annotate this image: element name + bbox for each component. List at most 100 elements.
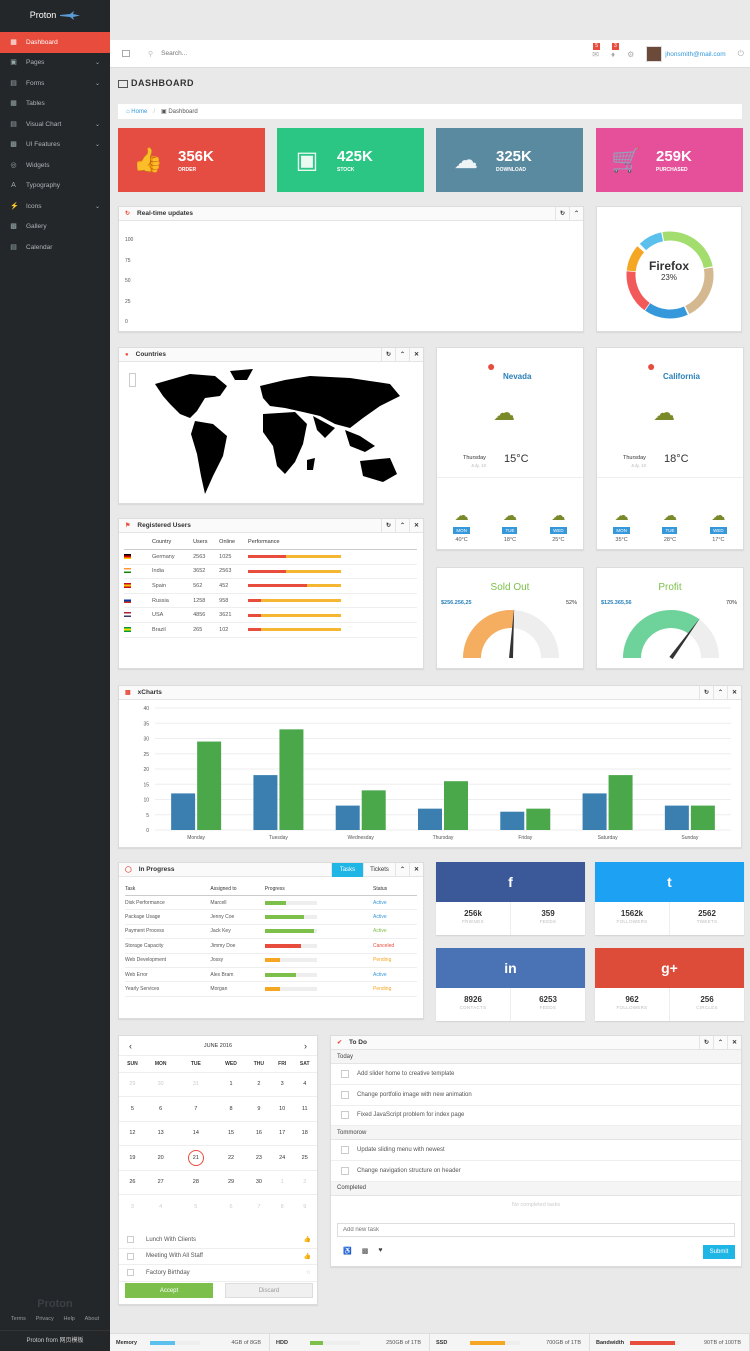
calendar-today[interactable]: 21: [175, 1145, 217, 1170]
sidebar-item-pages[interactable]: ▣ Pages ⌄: [0, 53, 110, 74]
bar-sunday-series-1[interactable]: [664, 805, 689, 830]
calendar-day[interactable]: 1: [216, 1071, 246, 1097]
calendar-day[interactable]: 17: [271, 1120, 293, 1146]
calendar-day[interactable]: 19: [119, 1145, 146, 1170]
search-input[interactable]: [161, 50, 262, 57]
tab-tickets[interactable]: Tickets: [363, 862, 395, 877]
calendar-day[interactable]: 23: [245, 1145, 272, 1170]
calendar-day[interactable]: 29: [216, 1169, 246, 1195]
sidebar-item-tables[interactable]: ▦ Tables: [0, 94, 110, 115]
calendar-day[interactable]: 27: [145, 1169, 176, 1195]
todo-checkbox[interactable]: [341, 1167, 349, 1176]
accept-button[interactable]: Accept: [125, 1283, 213, 1298]
grid-menu-icon[interactable]: [122, 50, 130, 57]
calendar-day[interactable]: 2: [245, 1071, 272, 1097]
star-icon[interactable]: ☆: [305, 1270, 311, 1277]
bell-icon[interactable]: ♦ 3: [610, 42, 619, 59]
calendar-day[interactable]: 20: [145, 1145, 176, 1170]
footer-link-privacy[interactable]: Privacy: [35, 1316, 54, 1322]
calendar-day[interactable]: 15: [216, 1120, 246, 1146]
bar-wednesday-series-2[interactable]: [361, 790, 386, 830]
prev-month-button[interactable]: ‹: [129, 1040, 132, 1051]
reload-button[interactable]: ↻: [699, 1035, 713, 1050]
brand[interactable]: Proton: [0, 0, 110, 30]
sidebar-item-icons[interactable]: ⚡ Icons ⌄: [0, 196, 110, 217]
reload-button[interactable]: ↻: [381, 347, 395, 362]
footer-link-help[interactable]: Help: [63, 1316, 75, 1322]
close-button[interactable]: ✕: [409, 862, 423, 877]
calendar-day[interactable]: 22: [216, 1145, 246, 1170]
thumbs-up-icon[interactable]: 👍: [303, 1237, 311, 1244]
calendar-day[interactable]: 7: [175, 1096, 217, 1121]
settings-icon[interactable]: ⚙: [627, 49, 635, 59]
tab-tasks[interactable]: Tasks: [331, 862, 363, 877]
calendar-day[interactable]: 3: [119, 1194, 146, 1219]
world-map[interactable]: [135, 366, 415, 498]
heart-icon[interactable]: ♥: [378, 1247, 383, 1254]
calendar-day[interactable]: 6: [216, 1194, 246, 1219]
bar-friday-series-2[interactable]: [526, 808, 551, 830]
calendar-day[interactable]: 25: [292, 1145, 317, 1170]
social-twitter[interactable]: t 1562k FOLLOWERS 2562 TWEETS: [595, 862, 744, 935]
bar-tuesday-series-2[interactable]: [279, 729, 304, 830]
calendar-day[interactable]: 4: [145, 1194, 176, 1219]
bar-tuesday-series-1[interactable]: [253, 775, 278, 830]
discard-button[interactable]: Discard: [225, 1283, 313, 1298]
reload-button[interactable]: ↻: [555, 206, 569, 221]
sidebar-item-visual-chart[interactable]: ▤ Visual Chart ⌄: [0, 114, 110, 135]
close-button[interactable]: ✕: [727, 685, 741, 700]
reload-button[interactable]: ↻: [381, 518, 395, 533]
calendar-day[interactable]: 5: [119, 1096, 146, 1121]
calendar-day[interactable]: 29: [119, 1071, 146, 1097]
user-menu[interactable]: jhonsmith@mail.com: [646, 46, 726, 62]
calendar-day[interactable]: 9: [292, 1194, 317, 1219]
calendar-day[interactable]: 30: [245, 1169, 272, 1195]
event-item[interactable]: Meeting With All Staff 👍: [119, 1249, 317, 1265]
calendar-day[interactable]: 7: [245, 1194, 272, 1219]
sidebar-item-typography[interactable]: A Typography: [0, 176, 110, 197]
stat-card-download[interactable]: ☁ 325K DOWNLOAD: [436, 128, 583, 192]
calendar-day[interactable]: 30: [145, 1071, 176, 1097]
bar-sunday-series-2[interactable]: [690, 805, 715, 830]
collapse-button[interactable]: ⌃: [395, 347, 409, 362]
footer-link-about[interactable]: About: [84, 1316, 100, 1322]
power-icon[interactable]: ⏻: [737, 49, 744, 58]
footer-link-terms[interactable]: Terms: [10, 1316, 26, 1322]
todo-item[interactable]: Update sliding menu with newest: [331, 1140, 741, 1162]
calendar-day[interactable]: 8: [271, 1194, 293, 1219]
event-item[interactable]: Factory Birthday ☆: [119, 1265, 317, 1282]
bar-friday-series-1[interactable]: [500, 811, 525, 830]
social-google-plus[interactable]: g+ 962 FOLLOWERS 256 CIRCLES: [595, 948, 744, 1021]
calendar-day[interactable]: 28: [175, 1169, 217, 1195]
bar-monday-series-1[interactable]: [171, 793, 196, 830]
social-facebook[interactable]: f 256k FRIENDS 359 FEEDS: [436, 862, 585, 935]
sidebar-item-ui-features[interactable]: ▩ UI Features ⌄: [0, 135, 110, 156]
sidebar-item-gallery[interactable]: ▩ Gallery: [0, 217, 110, 238]
event-checkbox[interactable]: [127, 1252, 134, 1260]
collapse-button[interactable]: ⌃: [569, 206, 583, 221]
todo-checkbox[interactable]: [341, 1069, 349, 1078]
close-button[interactable]: ✕: [727, 1035, 741, 1050]
bar-thursday-series-2[interactable]: [444, 781, 468, 830]
accessibility-icon[interactable]: ♿: [343, 1248, 352, 1255]
sidebar-item-widgets[interactable]: ◎ Widgets: [0, 155, 110, 176]
next-month-button[interactable]: ›: [303, 1040, 307, 1051]
todo-checkbox[interactable]: [341, 1146, 349, 1155]
bar-saturday-series-1[interactable]: [582, 793, 607, 830]
calendar-day[interactable]: 24: [271, 1145, 293, 1170]
sidebar-item-calendar[interactable]: ▤ Calendar: [0, 237, 110, 258]
calendar-day[interactable]: 3: [271, 1071, 293, 1097]
stat-card-order[interactable]: 👍 356K ORDER: [118, 128, 265, 192]
todo-item[interactable]: Change portfolio image with new animatio…: [331, 1085, 741, 1106]
calendar-day[interactable]: 1: [271, 1169, 293, 1195]
collapse-button[interactable]: ⌃: [713, 685, 727, 700]
close-button[interactable]: ✕: [409, 347, 423, 362]
calendar-day[interactable]: 31: [175, 1071, 217, 1097]
breadcrumb-home[interactable]: ⌂ Home: [126, 108, 148, 115]
map-zoom-control[interactable]: [129, 373, 136, 387]
submit-button[interactable]: Submit: [703, 1245, 735, 1259]
calendar-day[interactable]: 26: [119, 1169, 146, 1195]
calendar-day[interactable]: 10: [271, 1096, 293, 1121]
event-checkbox[interactable]: [127, 1269, 134, 1277]
sidebar-item-dashboard[interactable]: ▦ Dashboard: [0, 32, 110, 53]
